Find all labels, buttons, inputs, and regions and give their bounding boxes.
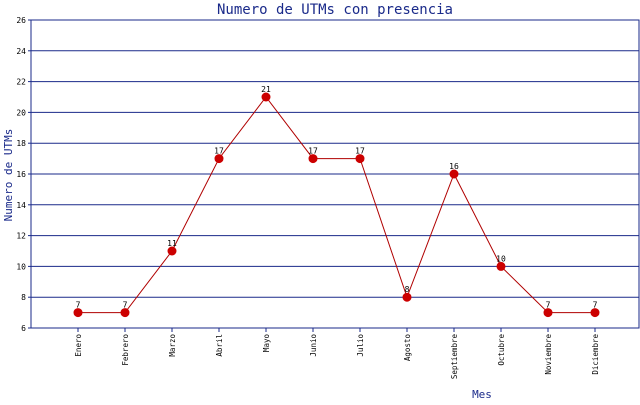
data-point (214, 154, 224, 164)
y-axis-label: Numero de UTMs (2, 129, 15, 222)
data-point (261, 92, 271, 102)
x-tick-label: Abril (215, 334, 224, 357)
data-label: 7 (123, 301, 128, 310)
y-tick-label: 8 (21, 293, 26, 302)
x-tick-label: Octubre (497, 334, 506, 366)
data-label: 7 (76, 301, 81, 310)
chart-title: Numero de UTMs con presencia (217, 2, 453, 18)
series (73, 92, 600, 318)
y-tick-label: 16 (16, 170, 26, 179)
data-point (590, 308, 600, 318)
x-tick-label: Febrero (121, 334, 130, 366)
x-tick-label: Agosto (403, 334, 412, 362)
data-point (355, 154, 365, 164)
x-tick-label: Marzo (168, 334, 177, 357)
x-axis-label: Mes (472, 388, 492, 400)
data-label: 17 (308, 147, 318, 156)
y-tick-label: 24 (16, 47, 26, 56)
data-label: 21 (261, 85, 271, 94)
series-line (78, 96, 595, 314)
y-tick-label: 6 (21, 324, 26, 333)
y-tick-label: 20 (16, 108, 26, 117)
data-point (73, 308, 83, 318)
data-point (449, 169, 459, 179)
data-point (167, 246, 177, 256)
y-tick-label: 10 (16, 262, 26, 271)
y-tick-label: 18 (16, 139, 26, 148)
y-tick-label: 22 (16, 78, 26, 87)
data-point (402, 292, 412, 302)
data-labels: 7 7 11 17 21 17 17 8 16 10 7 7 (76, 85, 598, 310)
grid (30, 19, 640, 329)
data-label: 10 (496, 254, 506, 263)
data-point (308, 154, 318, 164)
data-label: 11 (167, 239, 177, 248)
y-tick-label: 12 (16, 232, 26, 241)
data-label: 7 (593, 301, 598, 310)
data-label: 16 (449, 162, 459, 171)
data-label: 7 (546, 301, 551, 310)
data-label: 17 (214, 147, 224, 156)
x-tick-label: Mayo (262, 334, 271, 353)
x-tick-label: Enero (74, 334, 83, 357)
y-tick-label: 14 (16, 201, 26, 210)
x-tick-label: Septiembre (450, 334, 459, 380)
data-point (543, 308, 553, 318)
data-label: 17 (355, 147, 365, 156)
y-tick-label: 26 (16, 16, 26, 25)
data-point (496, 261, 506, 271)
x-tick-label: Julio (356, 334, 365, 357)
data-label: 8 (405, 285, 410, 294)
data-point (120, 308, 130, 318)
x-tick-label: Junio (309, 334, 318, 357)
x-axis: Enero Febrero Marzo Abril Mayo Junio Julio Agos… (74, 328, 600, 379)
x-tick-label: Noviembre (544, 334, 553, 375)
x-tick-label: Diciembre (591, 334, 600, 375)
y-axis: 6 8 10 12 14 16 18 20 22 24 26 (16, 16, 31, 333)
